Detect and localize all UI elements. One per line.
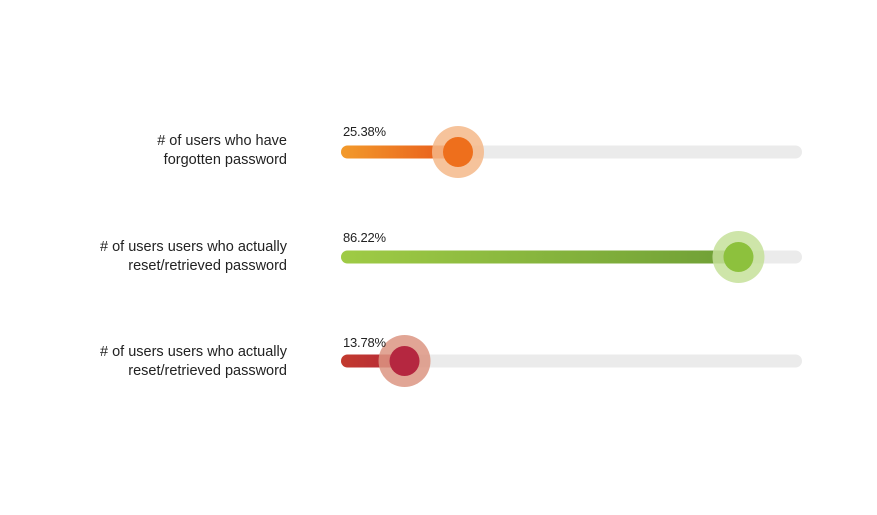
row-label-2-line-2: reset/retrieved password — [128, 258, 287, 274]
bar-fill-2 — [341, 250, 739, 264]
row-label-1-line-2: forgotten password — [163, 152, 287, 168]
row-label-2: # of users users who actually reset/retr… — [27, 238, 287, 276]
row-label-1-line-1: # of users who have — [157, 133, 287, 149]
row-label-3-line-2: reset/retrieved password — [128, 363, 287, 379]
bar-fill-1 — [341, 145, 459, 159]
bars-layer — [341, 126, 802, 387]
bar-knob-2 — [723, 242, 754, 272]
value-label-3: 13.78% — [343, 335, 386, 350]
row-label-1: # of users who have forgotten password — [27, 132, 287, 170]
row-label-3-line-1: # of users users who actually — [100, 344, 287, 360]
row-label-2-line-1: # of users users who actually — [100, 239, 287, 255]
bar-track-3 — [341, 354, 802, 368]
bar-knob-3 — [389, 346, 420, 376]
row-label-3: # of users users who actually reset/retr… — [27, 343, 287, 381]
bar-row-1 — [341, 126, 802, 178]
value-label-2: 86.22% — [343, 230, 386, 245]
bar-knob-1 — [443, 137, 474, 167]
bar-row-2 — [341, 231, 802, 283]
value-label-1: 25.38% — [343, 124, 386, 139]
bar-row-3 — [341, 335, 802, 387]
